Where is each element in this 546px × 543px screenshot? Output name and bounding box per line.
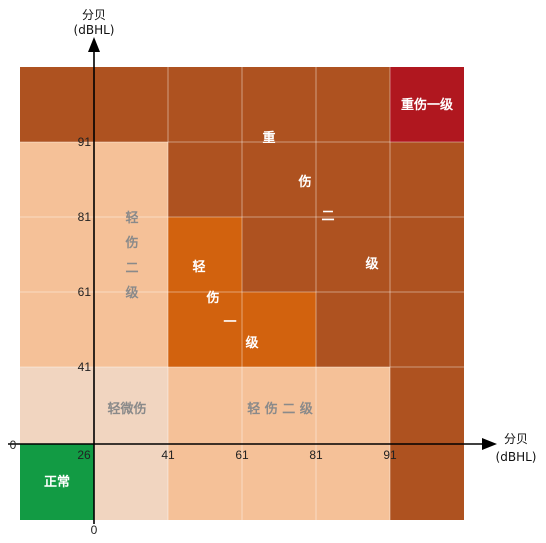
zone-cell-minor2 bbox=[242, 444, 316, 520]
y-axis-title: 分贝 bbox=[82, 8, 106, 22]
zone-cell-serious2 bbox=[242, 142, 316, 217]
zone-label-minor2: 伤 bbox=[124, 235, 138, 251]
zone-label-minor1: 级 bbox=[245, 335, 259, 351]
zone-cell-serious2 bbox=[390, 217, 464, 292]
x-tick-label: 26 bbox=[77, 448, 91, 462]
zone-cell-minor2 bbox=[94, 142, 168, 217]
zone-cell-serious2 bbox=[20, 67, 94, 142]
zone-cell-minor1 bbox=[242, 292, 316, 367]
zone-cell-minor2 bbox=[168, 444, 242, 520]
zone-label-serious2: 级 bbox=[365, 256, 379, 272]
zone-cell-serious2 bbox=[390, 444, 464, 520]
zone-cell-serious2 bbox=[242, 67, 316, 142]
zone-cell-serious2 bbox=[316, 217, 390, 292]
zone-cell-minor2 bbox=[316, 444, 390, 520]
zone-cell-minor2 bbox=[242, 367, 316, 444]
zone-label-minor2: 轻 bbox=[125, 210, 138, 226]
y-tick-label: 61 bbox=[78, 285, 92, 299]
zone-cell-minor2 bbox=[20, 217, 94, 292]
zone-cell-serious2 bbox=[94, 67, 168, 142]
axes bbox=[8, 37, 497, 524]
zone-label-serious2: 二 bbox=[321, 209, 334, 224]
zone-label-minor1: 轻 bbox=[192, 259, 205, 275]
zone-cell-minor2 bbox=[94, 217, 168, 292]
zone-label-minor1: 伤 bbox=[205, 290, 219, 306]
zone-cell-slight bbox=[94, 367, 168, 444]
zone-cell-serious2 bbox=[316, 142, 390, 217]
zone-label-minor2: 轻 伤 二 级 bbox=[247, 401, 314, 417]
y-tick-label: 81 bbox=[78, 210, 92, 224]
zone-cell-serious2 bbox=[168, 67, 242, 142]
zone-cell-serious2 bbox=[390, 292, 464, 367]
zone-cell-minor2 bbox=[20, 142, 94, 217]
origin-label: 0 bbox=[91, 523, 98, 537]
zone-label-slight: 轻微伤 bbox=[107, 401, 146, 417]
x-axis-unit: (dBHL) bbox=[496, 450, 537, 464]
y-tick-label: 41 bbox=[78, 360, 92, 374]
zone-label-minor1: 一 bbox=[223, 315, 236, 330]
zone-cell-minor1 bbox=[168, 292, 242, 367]
zone-cell-minor1 bbox=[168, 217, 242, 292]
zone-label-serious2: 伤 bbox=[297, 174, 311, 190]
zone-cell-serious2 bbox=[242, 217, 316, 292]
zone-cell-serious2 bbox=[390, 367, 464, 444]
zone-cell-serious1 bbox=[390, 67, 464, 142]
origin-label: 0 bbox=[10, 438, 17, 452]
x-tick-label: 81 bbox=[309, 448, 323, 462]
zone-cell-serious2 bbox=[390, 142, 464, 217]
zone-cells bbox=[20, 67, 464, 520]
zone-labels: 正常轻微伤轻 伤 二 级重伤一级轻伤二级轻伤一级重伤二级 bbox=[44, 97, 454, 490]
x-axis-title: 分贝 bbox=[504, 432, 528, 446]
y-axis-arrowhead bbox=[88, 37, 100, 52]
zone-label-minor2: 级 bbox=[125, 285, 139, 301]
zone-label-minor2: 二 bbox=[125, 261, 138, 276]
zone-cell-slight bbox=[20, 367, 94, 444]
zone-cell-minor2 bbox=[316, 367, 390, 444]
zone-cell-serious2 bbox=[316, 67, 390, 142]
y-tick-label: 91 bbox=[78, 135, 92, 149]
zone-label-serious2: 重 bbox=[262, 130, 275, 146]
tick-labels: 26 41 61 81 91 41 61 81 91 0 0 bbox=[10, 135, 397, 537]
zone-label-normal: 正常 bbox=[44, 474, 70, 490]
zone-cell-normal bbox=[20, 444, 94, 520]
y-axis-unit: (dBHL) bbox=[74, 23, 115, 37]
zone-cell-slight bbox=[94, 444, 168, 520]
zone-cell-minor2 bbox=[168, 367, 242, 444]
x-axis-arrowhead bbox=[482, 438, 497, 450]
x-tick-label: 61 bbox=[235, 448, 249, 462]
zone-cell-serious2 bbox=[316, 292, 390, 367]
x-tick-label: 91 bbox=[383, 448, 397, 462]
zone-cell-minor2 bbox=[94, 292, 168, 367]
zone-label-serious1: 重伤一级 bbox=[401, 97, 454, 113]
x-tick-label: 41 bbox=[161, 448, 175, 462]
axis-titles: 分贝(dBHL)分贝(dBHL) bbox=[74, 8, 537, 464]
zone-cell-minor2 bbox=[20, 292, 94, 367]
zone-cell-serious2 bbox=[168, 142, 242, 217]
